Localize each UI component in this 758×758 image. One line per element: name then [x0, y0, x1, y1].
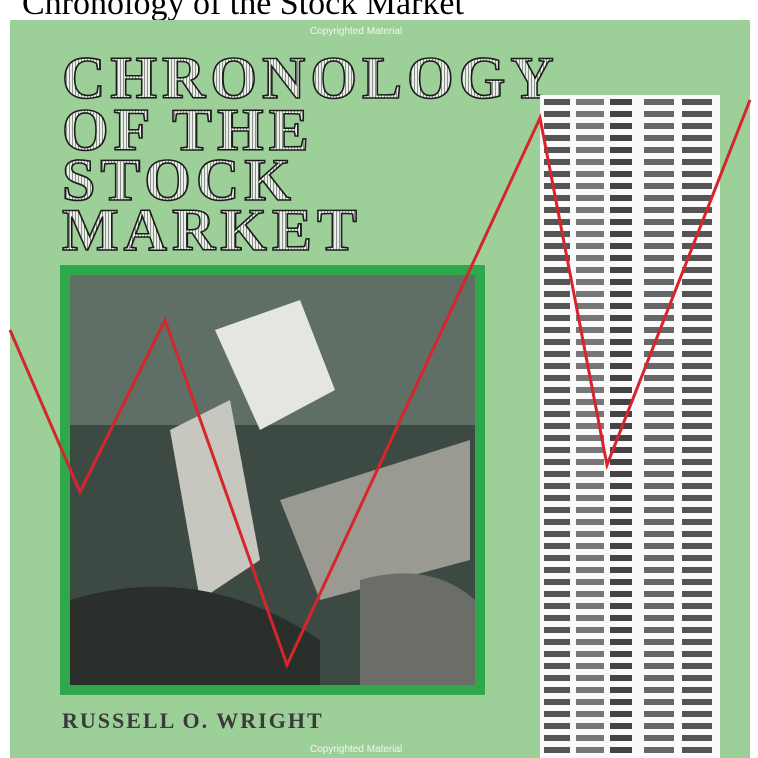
book-cover-page: Chronology of the Stock Market Copyright…: [0, 0, 758, 758]
ticker-column: [540, 95, 720, 758]
title-line: MARKET: [62, 197, 362, 263]
photo: [60, 265, 485, 695]
author: RUSSELL O. WRIGHT: [62, 708, 324, 733]
caption: Chronology of the Stock Market: [22, 0, 464, 22]
watermark-top: Copyrighted Material: [310, 26, 402, 37]
watermark-bottom: Copyrighted Material: [310, 744, 402, 755]
